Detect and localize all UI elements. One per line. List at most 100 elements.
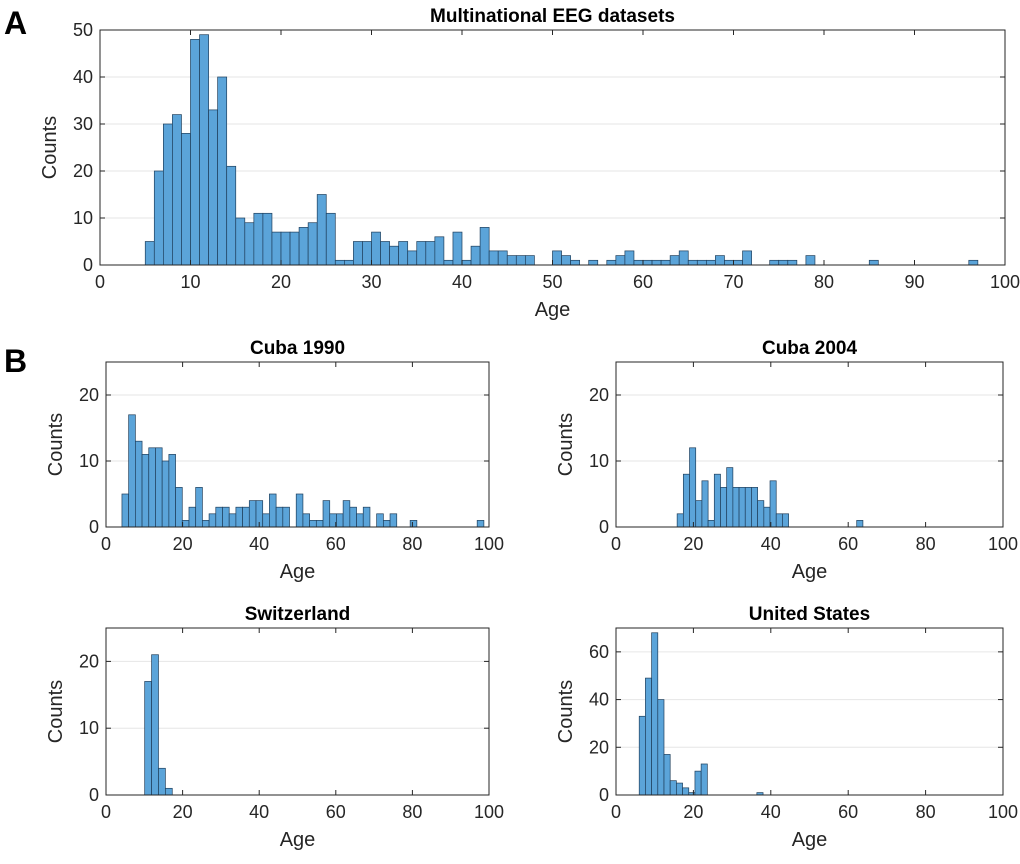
histogram-bar bbox=[705, 259, 716, 266]
x-tick-label: 0 bbox=[101, 534, 111, 554]
histogram-bar bbox=[651, 259, 662, 266]
histogram-bar bbox=[295, 493, 304, 528]
histogram-bar bbox=[244, 222, 255, 266]
x-tick-label: 60 bbox=[838, 802, 858, 822]
histogram-bar bbox=[515, 255, 526, 266]
histogram-bar bbox=[669, 255, 680, 266]
histogram-bar bbox=[968, 259, 979, 266]
histogram-bar bbox=[181, 133, 191, 266]
histogram-bar bbox=[262, 212, 273, 266]
histogram-bar bbox=[161, 460, 170, 528]
histogram-bar bbox=[682, 473, 690, 528]
histogram-bar bbox=[165, 787, 173, 796]
histogram-bar bbox=[787, 259, 798, 266]
histogram-bar bbox=[153, 170, 164, 266]
x-tick-label: 70 bbox=[723, 272, 743, 292]
histogram-bar bbox=[148, 447, 156, 528]
histogram-bar bbox=[163, 123, 173, 266]
histogram-bar bbox=[128, 414, 136, 528]
histogram-bar bbox=[382, 520, 391, 528]
histogram-bar bbox=[144, 681, 152, 796]
histogram-bar bbox=[751, 487, 758, 528]
y-tick-label: 10 bbox=[73, 208, 93, 228]
x-tick-label: 0 bbox=[611, 802, 621, 822]
histogram-bar bbox=[707, 520, 715, 528]
histogram-bar bbox=[155, 447, 163, 528]
y-axis-label: Counts bbox=[45, 413, 67, 476]
y-tick-label: 30 bbox=[73, 114, 93, 134]
histogram-bar bbox=[262, 513, 270, 528]
chart-multinational: 0 10 20 30 40 50 60 70 80 90 100 0 10 20 30 40 50 Multina… bbox=[39, 6, 1020, 321]
x-tick-label: 0 bbox=[95, 272, 105, 292]
histogram-bar bbox=[689, 447, 697, 528]
plot-area bbox=[616, 628, 1003, 795]
y-tick-label: 20 bbox=[79, 651, 99, 671]
histogram-bar bbox=[744, 487, 752, 528]
histogram-bar bbox=[782, 513, 789, 528]
chart-title: Cuba 2004 bbox=[762, 338, 857, 359]
x-tick-label: 100 bbox=[988, 534, 1018, 554]
panel-label-b: B bbox=[4, 343, 27, 379]
plot-area bbox=[106, 628, 489, 795]
y-tick-label: 0 bbox=[599, 517, 609, 537]
axes-box bbox=[615, 627, 1004, 796]
histogram-bar bbox=[657, 699, 665, 796]
histogram-bar bbox=[376, 513, 384, 528]
histogram-bar bbox=[868, 259, 879, 266]
x-tick-label: 100 bbox=[988, 802, 1018, 822]
y-axis-label: Counts bbox=[555, 413, 577, 476]
y-tick-label: 50 bbox=[73, 20, 93, 40]
histogram-bar bbox=[389, 513, 398, 528]
x-tick-label: 60 bbox=[326, 802, 346, 822]
histogram-bar bbox=[342, 500, 351, 528]
histogram-bar bbox=[188, 506, 197, 528]
chart-cuba-1990: 0 20 40 60 80 100 0 10 20 Cuba 1990 Age Counts bbox=[45, 338, 504, 583]
x-tick-label: 20 bbox=[271, 272, 291, 292]
y-tick-label: 0 bbox=[599, 785, 609, 805]
histogram-bar bbox=[425, 241, 436, 266]
y-tick-label: 20 bbox=[73, 161, 93, 181]
axes-box bbox=[105, 627, 490, 796]
chart-title: United States bbox=[749, 604, 870, 625]
histogram-bar bbox=[362, 241, 372, 266]
histogram-bar bbox=[694, 770, 702, 796]
y-tick-label: 40 bbox=[589, 690, 609, 710]
histogram-bar bbox=[416, 241, 427, 266]
x-tick-label: 80 bbox=[916, 534, 936, 554]
y-axis-label: Counts bbox=[39, 116, 61, 179]
histogram-bar bbox=[344, 259, 354, 266]
x-tick-label: 0 bbox=[611, 534, 621, 554]
x-tick-label: 40 bbox=[761, 802, 781, 822]
histogram-bar bbox=[805, 255, 816, 266]
histogram-bar bbox=[336, 513, 344, 528]
x-tick-label: 80 bbox=[814, 272, 834, 292]
histogram-bar bbox=[181, 520, 190, 528]
histogram-bar bbox=[678, 250, 689, 266]
chart-cuba-2004: 0 20 40 60 80 100 0 10 20 Cuba 2004 Age Counts bbox=[555, 338, 1018, 583]
x-tick-label: 50 bbox=[542, 272, 562, 292]
histogram-bar bbox=[713, 473, 721, 528]
y-tick-label: 20 bbox=[589, 737, 609, 757]
chart-united-states: 0 20 40 60 80 100 0 20 40 60 United States Age Count… bbox=[555, 604, 1018, 851]
histogram-bar bbox=[282, 506, 290, 528]
histogram-bar bbox=[775, 513, 783, 528]
y-axis-label: Counts bbox=[45, 680, 67, 743]
histogram-bar bbox=[121, 493, 130, 528]
histogram-bar bbox=[349, 506, 357, 528]
histogram-bar bbox=[763, 506, 771, 528]
histogram-bar bbox=[389, 245, 400, 266]
histogram-bar bbox=[158, 767, 166, 796]
histogram-bar bbox=[676, 782, 683, 796]
histogram-bar bbox=[407, 250, 418, 266]
x-tick-label: 20 bbox=[683, 534, 703, 554]
histogram-bar bbox=[470, 245, 481, 266]
histogram-bar bbox=[208, 513, 217, 528]
x-tick-label: 80 bbox=[402, 802, 422, 822]
histogram-bar bbox=[222, 506, 230, 528]
histogram-bar bbox=[701, 480, 709, 528]
histogram-bar bbox=[353, 241, 363, 266]
histogram-bar bbox=[217, 76, 228, 266]
x-tick-label: 60 bbox=[838, 534, 858, 554]
y-axis-label: Counts bbox=[555, 680, 577, 743]
histogram-bar bbox=[434, 236, 445, 266]
